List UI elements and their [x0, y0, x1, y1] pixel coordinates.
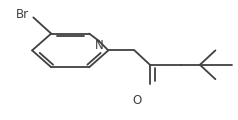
Text: O: O [132, 94, 141, 107]
Text: Br: Br [15, 9, 29, 21]
Text: N: N [94, 39, 103, 52]
